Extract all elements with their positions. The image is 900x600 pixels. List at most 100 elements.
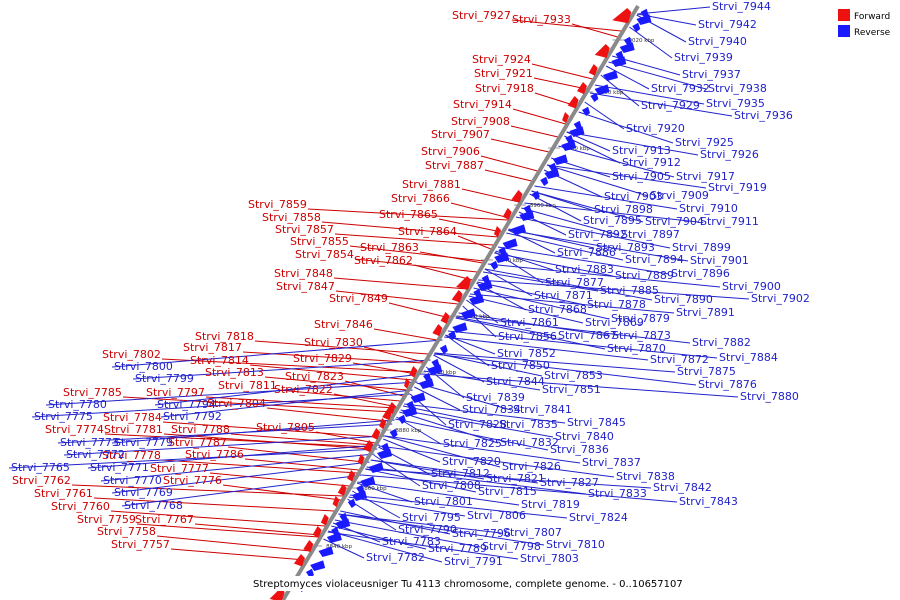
leader-line-forward	[307, 208, 509, 221]
gene-label-forward: Strvi_7787	[168, 436, 227, 449]
leader-line-forward	[511, 19, 622, 32]
leader-line-reverse	[434, 352, 676, 373]
gene-label-reverse: Strvi_7942	[698, 18, 757, 31]
gene-reverse	[402, 406, 418, 417]
gene-label-reverse: Strvi_7801	[414, 495, 473, 508]
gene-label-forward: Strvi_7924	[472, 53, 531, 66]
gene-label-reverse: Strvi_7869	[585, 316, 644, 329]
gene-label-reverse: Strvi_7872	[650, 353, 709, 366]
leader-line-reverse	[349, 494, 568, 519]
gene-label-forward: Strvi_7805	[256, 421, 315, 434]
gene-label-reverse: Strvi_7839	[466, 391, 525, 404]
gene-label-reverse: Strvi_7844	[486, 375, 545, 388]
leader-line-reverse	[121, 474, 362, 507]
gene-label-forward: Strvi_7760	[51, 500, 110, 513]
gene-label-forward: Strvi_7848	[274, 267, 333, 280]
gene-reverse	[510, 224, 526, 235]
gene-forward	[502, 208, 512, 220]
leader-line-reverse	[63, 435, 386, 456]
leader-line-forward	[136, 523, 319, 538]
axis-tick-label: 8840 kbp	[326, 544, 352, 550]
gene-label-reverse: Strvi_7840	[555, 430, 614, 443]
leader-line-forward	[484, 169, 532, 182]
leader-line-reverse	[334, 519, 481, 548]
leader-line-reverse	[111, 419, 395, 444]
gene-label-reverse: Strvi_7871	[534, 289, 593, 302]
gene-reverse	[305, 568, 314, 578]
gene-label-reverse: Strvi_7898	[594, 203, 653, 216]
leader-line-forward	[162, 421, 379, 438]
leader-line-forward	[122, 396, 394, 413]
gene-label-reverse: Strvi_7808	[422, 479, 481, 492]
leader-line-reverse	[423, 370, 541, 391]
gene-label-reverse: Strvi_7870	[607, 342, 666, 355]
leader-line-forward	[333, 393, 397, 408]
leader-line-reverse	[331, 525, 427, 550]
gene-reverse	[360, 476, 376, 487]
gene-label-reverse: Strvi_7803	[520, 552, 579, 565]
gene-label-reverse: Strvi_7828	[448, 418, 507, 431]
gene-label-reverse: Strvi_7910	[679, 202, 738, 215]
gene-forward	[293, 554, 305, 567]
gene-reverse	[448, 330, 457, 340]
gene-label-reverse: Strvi_7893	[596, 241, 655, 254]
gene-label-reverse: Strvi_7826	[502, 460, 561, 473]
gene-reverse	[594, 84, 610, 95]
leader-line-forward	[438, 218, 502, 233]
gene-forward	[562, 112, 570, 124]
gene-label-forward: Strvi_7866	[391, 192, 450, 205]
gene-forward	[409, 366, 418, 378]
gene-label-reverse: Strvi_7879	[611, 312, 670, 325]
gene-label-forward: Strvi_7908	[451, 115, 510, 128]
gene-reverse	[502, 238, 518, 249]
gene-label-reverse: Strvi_7875	[677, 365, 736, 378]
leader-line-reverse	[395, 418, 549, 451]
leader-line-reverse	[566, 131, 699, 156]
gene-label-forward: Strvi_7813	[205, 366, 264, 379]
gene-label-reverse: Strvi_7938	[708, 82, 767, 95]
leader-line-forward	[209, 472, 350, 487]
gene-reverse	[427, 364, 443, 375]
gene-forward	[493, 226, 501, 238]
gene-label-reverse: Strvi_7932	[651, 82, 710, 95]
leader-line-reverse	[445, 334, 490, 367]
leader-line-reverse	[87, 444, 380, 469]
gene-label-reverse: Strvi_7845	[567, 416, 626, 429]
gene-label-reverse: Strvi_7873	[612, 329, 671, 342]
legend-forward-swatch	[838, 9, 850, 21]
gene-label-reverse: Strvi_7812	[431, 467, 490, 480]
gene-forward	[511, 190, 523, 203]
gene-forward	[379, 418, 387, 430]
leader-line-reverse	[327, 531, 519, 560]
leader-line-reverse	[558, 145, 675, 178]
leader-line-reverse	[365, 468, 652, 489]
leader-line-reverse	[482, 271, 599, 292]
gene-reverse	[544, 168, 560, 179]
gene-reverse	[602, 70, 618, 81]
gene-label-forward: Strvi_7927	[452, 9, 511, 22]
gene-reverse	[410, 392, 426, 403]
gene-reverse	[347, 498, 356, 508]
leader-line-reverse	[361, 474, 678, 503]
leader-line-forward	[315, 431, 376, 444]
gene-reverse	[494, 252, 510, 263]
leader-line-reverse	[422, 373, 739, 398]
gene-label-forward: Strvi_7914	[453, 98, 512, 111]
gene-reverse	[619, 42, 635, 53]
gene-forward	[576, 82, 587, 95]
gene-label-reverse: Strvi_7889	[615, 269, 674, 282]
gene-reverse	[377, 448, 393, 459]
leader-line-reverse	[521, 207, 620, 236]
gene-label-forward: Strvi_7778	[102, 449, 161, 462]
gene-label-forward: Strvi_7933	[512, 13, 571, 26]
gene-label-reverse: Strvi_7878	[587, 298, 646, 311]
gene-label-reverse: Strvi_7876	[698, 378, 757, 391]
gene-label-reverse: Strvi_7799	[135, 372, 194, 385]
leader-line-reverse	[160, 389, 413, 418]
gene-label-reverse: Strvi_7780	[48, 398, 107, 411]
leader-line-reverse	[529, 193, 582, 222]
gene-label-reverse: Strvi_7912	[622, 156, 681, 169]
gene-label-forward: Strvi_7918	[475, 82, 534, 95]
gene-label-reverse: Strvi_7841	[513, 403, 572, 416]
gene-label-reverse: Strvi_7798	[482, 540, 541, 553]
